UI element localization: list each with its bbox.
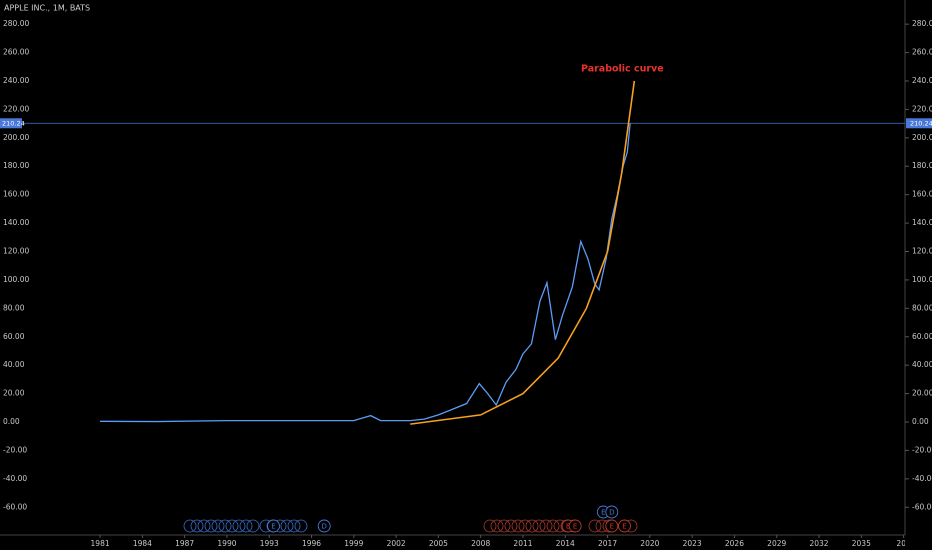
x-tick-label: 1987 [175, 539, 194, 548]
event-label: E [601, 509, 605, 517]
x-tick-label: 1999 [344, 539, 363, 548]
y-tick-label-right: 100.00 [912, 275, 932, 284]
y-tick-label: 40.00 [3, 360, 25, 369]
x-tick-label: 2029 [767, 539, 786, 548]
x-tick-label: 2005 [429, 539, 448, 548]
y-tick-label: 60.00 [3, 332, 25, 341]
y-tick-label: -60.00 [3, 502, 27, 511]
event-marker [618, 519, 631, 533]
chart-title: APPLE INC., 1M, BATS [4, 4, 90, 13]
y-tick-label: 20.00 [3, 389, 25, 398]
x-tick-label: 1996 [302, 539, 321, 548]
y-tick-label: 180.00 [3, 161, 29, 170]
price-label-box-right [906, 118, 932, 129]
y-tick-label-right: 120.00 [912, 247, 932, 256]
x-tick-label: 2002 [387, 539, 406, 548]
y-tick-label-right: 180.00 [912, 161, 932, 170]
event-label: E [573, 523, 577, 531]
y-tick-label: 240.00 [3, 76, 29, 85]
y-tick-label-right: 0.00 [912, 417, 929, 426]
x-tick-label: 1990 [217, 539, 236, 548]
x-tick-label: 2032 [809, 539, 828, 548]
price-label-left: 210.24 [2, 119, 25, 127]
x-tick-label: 203 [896, 539, 911, 548]
annotation: Parabolic curve [581, 63, 664, 74]
y-tick-label-right: 20.00 [912, 389, 932, 398]
event-marker [605, 505, 619, 519]
x-tick-label: 1981 [91, 539, 110, 548]
y-tick-label-right: 260.00 [912, 48, 932, 57]
y-tick-label: 80.00 [3, 303, 25, 312]
event-label: D [322, 523, 327, 531]
series-line [410, 80, 636, 425]
event-label: E [566, 523, 570, 531]
y-tick-label: 0.00 [3, 417, 20, 426]
x-tick-label: 2023 [683, 539, 702, 548]
y-tick-label-right: -40.00 [912, 474, 932, 483]
y-tick-label: 120.00 [3, 247, 29, 256]
y-tick-label: -20.00 [3, 445, 27, 454]
x-tick-label: 1984 [133, 539, 152, 548]
price-label-right: 210.24 [910, 119, 932, 127]
y-tick-label: 220.00 [3, 104, 29, 113]
y-tick-label-right: 280.00 [912, 19, 932, 28]
y-tick-label-right: 160.00 [912, 190, 932, 199]
y-tick-label: 160.00 [3, 190, 29, 199]
x-tick-label: 2020 [640, 539, 659, 548]
x-tick-label: 2026 [725, 539, 744, 548]
y-tick-label-right: 200.00 [912, 133, 932, 142]
y-tick-label-right: 60.00 [912, 332, 932, 341]
event-marker [317, 519, 331, 533]
y-tick-label-right: -20.00 [912, 445, 932, 454]
x-tick-label: 2011 [513, 539, 532, 548]
y-tick-label: 140.00 [3, 218, 29, 227]
y-tick-label: 280.00 [3, 19, 29, 28]
event-label: D [609, 509, 614, 517]
y-tick-label-right: 80.00 [912, 303, 932, 312]
x-tick-label: 2035 [852, 539, 871, 548]
event-label: E [271, 523, 275, 531]
y-tick-label-right: 220.00 [912, 104, 932, 113]
x-tick-label: 2014 [556, 539, 575, 548]
event-marker [568, 519, 582, 533]
x-axis: 1981 1984 1987 1990 1993 1996 1999 2002 2005 2008… [91, 535, 911, 548]
event-marker [605, 519, 619, 533]
x-tick-label: 1993 [260, 539, 279, 548]
y-tick-label: 100.00 [3, 275, 29, 284]
y-tick-label: -40.00 [3, 474, 27, 483]
event-label: E [610, 523, 614, 531]
x-tick-label: 2017 [598, 539, 617, 548]
x-tick-label: 2008 [471, 539, 490, 548]
y-tick-label: 260.00 [3, 48, 29, 57]
event-marker [267, 519, 280, 533]
y-tick-label-right: 240.00 [912, 76, 932, 85]
y-tick-label-right: 40.00 [912, 360, 932, 369]
y-tick-label-right: -60.00 [912, 502, 932, 511]
y-tick-label-right: 140.00 [912, 218, 932, 227]
price-label-box-left [0, 118, 22, 129]
event-label: E [622, 523, 626, 531]
y-tick-label: 200.00 [3, 133, 29, 142]
series-line [100, 123, 631, 423]
